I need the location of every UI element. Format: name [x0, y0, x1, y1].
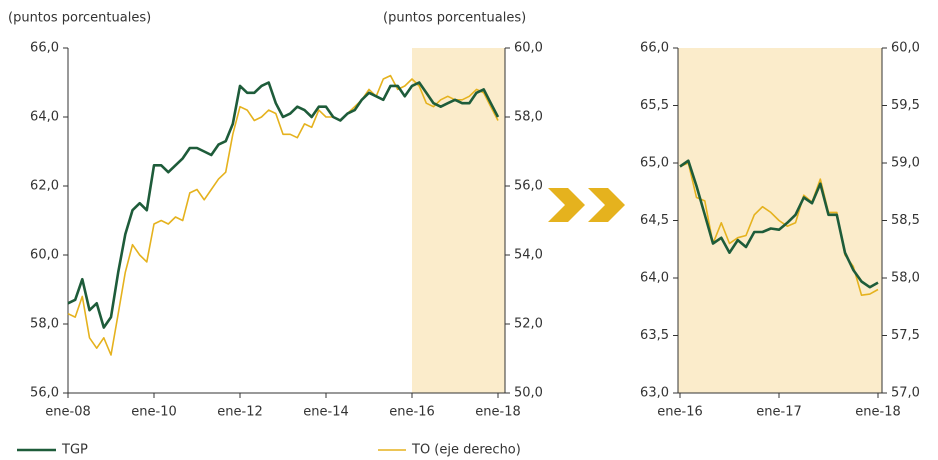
y2-tick-label: 57,0: [891, 386, 920, 401]
y2-tick-label: 58,0: [514, 110, 543, 125]
x-tick-label: ene-10: [131, 405, 176, 420]
y-tick-label: 62,0: [30, 179, 59, 194]
x-tick-label: ene-17: [756, 405, 801, 420]
y-tick-label: 64,0: [640, 271, 669, 286]
y-tick-label: 60,0: [30, 248, 59, 263]
arrow: [548, 188, 585, 222]
x-tick-label: ene-18: [855, 405, 900, 420]
x-tick-label: ene-12: [217, 405, 262, 420]
y-tick-label: 66,0: [30, 41, 59, 56]
x-tick-label: ene-08: [45, 405, 90, 420]
y2-tick-label: 59,5: [891, 98, 920, 113]
y2-tick-label: 50,0: [514, 386, 543, 401]
y2-tick-label: 60,0: [514, 41, 543, 56]
y-tick-label: 63,0: [640, 386, 669, 401]
legend-label: TO (eje derecho): [411, 443, 521, 458]
y2-tick-label: 54,0: [514, 248, 543, 263]
y-tick-label: 64,0: [30, 110, 59, 125]
y2-tick-label: 60,0: [891, 41, 920, 56]
y2-axis-label: (puntos porcentuales): [383, 11, 526, 26]
y-tick-label: 63,5: [640, 328, 669, 343]
series-line: [67, 74, 499, 356]
y-tick-label: 64,5: [640, 213, 669, 228]
x-tick-label: ene-16: [389, 405, 434, 420]
y2-tick-label: 57,5: [891, 328, 920, 343]
y-tick-label: 65,5: [640, 98, 669, 113]
y-tick-label: 56,0: [30, 386, 59, 401]
y-tick-label: 58,0: [30, 317, 59, 332]
y-axis-label: (puntos porcentuales): [8, 11, 151, 26]
series-line: [67, 81, 500, 329]
y2-tick-label: 52,0: [514, 317, 543, 332]
legend-label: TGP: [61, 443, 88, 458]
series-line: [679, 159, 879, 289]
y-tick-label: 66,0: [640, 41, 669, 56]
y2-tick-label: 58,5: [891, 213, 920, 228]
x-tick-label: ene-18: [475, 405, 520, 420]
y-tick-label: 65,0: [640, 156, 669, 171]
y2-tick-label: 58,0: [891, 271, 920, 286]
y2-tick-label: 59,0: [891, 156, 920, 171]
x-tick-label: ene-14: [303, 405, 348, 420]
x-tick-label: ene-16: [657, 405, 702, 420]
y2-tick-label: 56,0: [514, 179, 543, 194]
arrow: [588, 188, 625, 222]
